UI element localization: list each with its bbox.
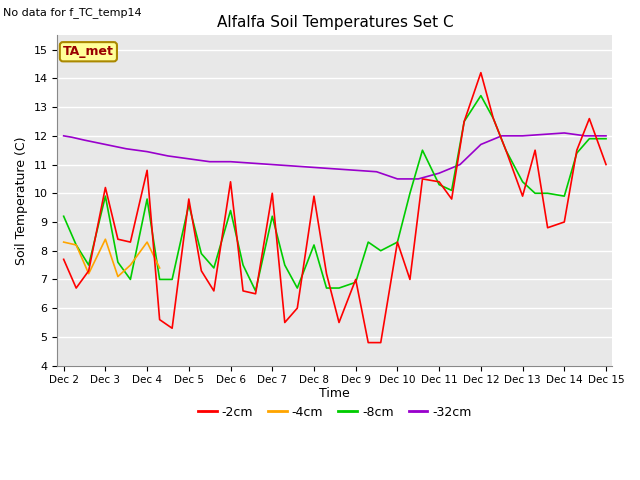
Title: Alfalfa Soil Temperatures Set C: Alfalfa Soil Temperatures Set C — [216, 15, 453, 30]
Legend: -2cm, -4cm, -8cm, -32cm: -2cm, -4cm, -8cm, -32cm — [193, 401, 477, 424]
Y-axis label: Soil Temperature (C): Soil Temperature (C) — [15, 136, 28, 264]
Text: TA_met: TA_met — [63, 45, 114, 58]
Text: No data for f_TC_temp14: No data for f_TC_temp14 — [3, 7, 142, 18]
X-axis label: Time: Time — [319, 387, 350, 400]
